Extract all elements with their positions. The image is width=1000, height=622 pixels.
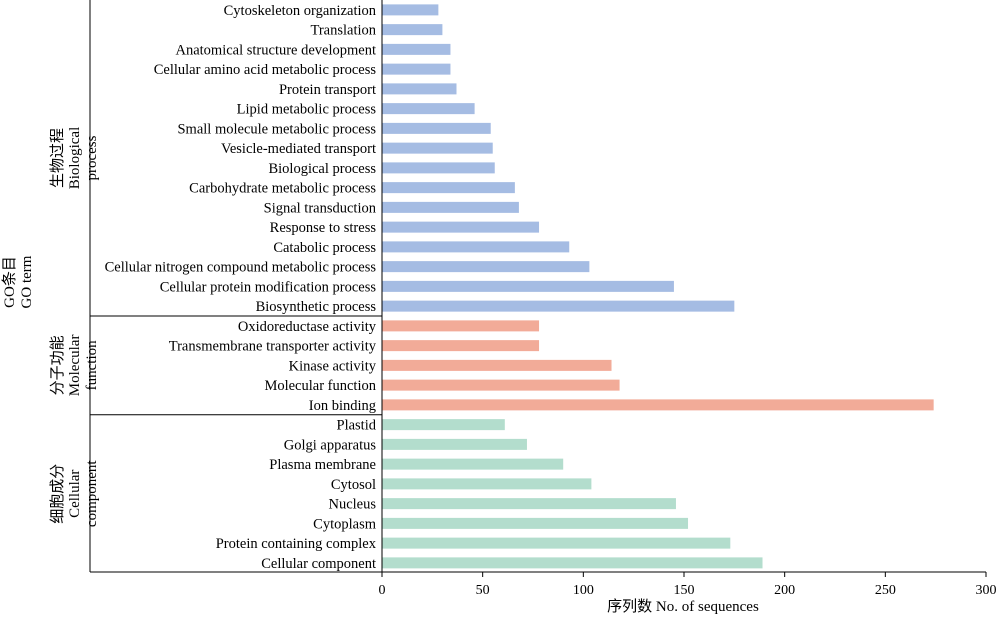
category-label: Anatomical structure development	[175, 42, 376, 58]
category-labels-layer: Cytoskeleton organization Translation Anat…	[105, 3, 377, 572]
bar	[382, 320, 540, 332]
bar	[382, 182, 515, 194]
bar	[382, 241, 570, 253]
group-label: process	[84, 135, 100, 180]
category-label: Oxidoreductase activity	[238, 319, 377, 335]
group-label: function	[84, 340, 100, 390]
bar	[382, 261, 590, 273]
bar	[382, 4, 439, 16]
group-label: 生物过程	[49, 128, 66, 188]
category-label: Cellular component	[261, 556, 376, 572]
category-label: Nucleus	[328, 497, 376, 513]
category-label: Cytosol	[331, 477, 376, 493]
bar	[382, 83, 457, 95]
bar	[382, 399, 934, 411]
category-label: Small molecule metabolic process	[177, 121, 376, 137]
category-label: Biosynthetic process	[256, 299, 377, 315]
bar	[382, 300, 735, 312]
bar	[382, 419, 505, 431]
category-label: Kinase activity	[289, 358, 377, 374]
category-label: Cytoskeleton organization	[224, 3, 377, 19]
x-tick-label: 50	[476, 583, 490, 598]
bar	[382, 478, 592, 490]
group-label: Biological	[67, 127, 83, 190]
bar	[382, 458, 564, 470]
category-label: Vesicle-mediated transport	[221, 141, 376, 157]
bar	[382, 201, 519, 213]
category-label: Transmembrane transporter activity	[169, 339, 377, 355]
category-label: Cellular nitrogen compound metabolic pro…	[105, 260, 377, 276]
bar	[382, 221, 540, 233]
bar	[382, 63, 451, 75]
category-label: Golgi apparatus	[284, 437, 377, 453]
axes-layer: 0 50 100 150 200 250 300	[89, 0, 997, 598]
bar	[382, 24, 443, 36]
group-label: 细胞成分	[49, 464, 66, 524]
bar	[382, 537, 731, 549]
bar	[382, 557, 763, 569]
bar	[382, 517, 689, 529]
x-tick-label: 100	[573, 583, 594, 598]
bar	[382, 438, 527, 450]
x-tick-label: 150	[674, 583, 695, 598]
category-label: Cytoplasm	[313, 516, 377, 532]
category-label: Protein containing complex	[216, 536, 377, 552]
bar	[382, 142, 493, 154]
category-label: Carbohydrate metabolic process	[189, 181, 376, 197]
category-label: Signal transduction	[264, 200, 377, 216]
bar	[382, 359, 612, 371]
group-label: 分子功能	[49, 335, 66, 395]
category-label: Lipid metabolic process	[237, 102, 377, 118]
bar	[382, 498, 676, 510]
bar	[382, 280, 674, 292]
bar	[382, 43, 451, 55]
category-label: Cellular protein modification process	[160, 279, 377, 295]
category-label: Catabolic process	[273, 240, 376, 256]
y-axis-title-zh: GO条目	[1, 256, 18, 308]
category-label: Plastid	[337, 418, 377, 434]
category-label: Plasma membrane	[269, 457, 376, 473]
x-tick-label: 0	[379, 583, 386, 598]
category-label: Biological process	[268, 161, 376, 177]
x-axis-title: 序列数 No. of sequences	[607, 598, 759, 615]
bar	[382, 122, 491, 134]
bar	[382, 379, 620, 391]
y-axis-title-en: GO term	[19, 255, 35, 308]
x-tick-label: 250	[875, 583, 896, 598]
category-label: Ion binding	[309, 398, 376, 414]
bar	[382, 162, 495, 174]
group-labels-layer: 生物过程 Biological process 分子功能 Molecular functi…	[49, 127, 100, 527]
bars-layer	[382, 4, 934, 569]
category-label: Cellular amino acid metabolic process	[154, 62, 377, 78]
category-label: Response to stress	[270, 220, 377, 236]
category-label: Translation	[310, 23, 376, 39]
x-tick-label: 200	[774, 583, 795, 598]
category-label: Protein transport	[279, 82, 376, 98]
group-label: component	[84, 460, 100, 527]
bar	[382, 103, 475, 115]
category-label: Molecular function	[264, 378, 376, 394]
x-tick-label: 300	[976, 583, 997, 598]
group-label: Molecular	[67, 335, 83, 397]
group-label: Cellular	[67, 470, 83, 518]
bar	[382, 340, 540, 352]
